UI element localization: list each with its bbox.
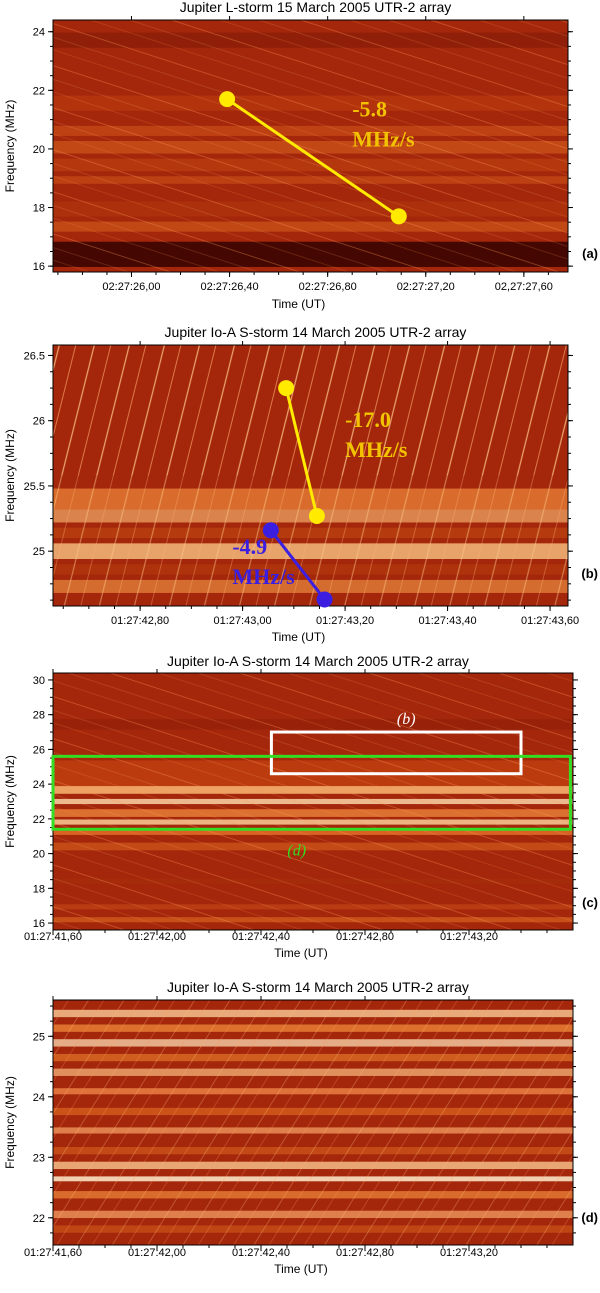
chart-panel-3: Jupiter Io-A S-storm 14 March 2005 UTR-2… (3, 653, 598, 960)
x-axis-label: Time (UT) (274, 1262, 328, 1276)
x-tick-label: 01:27:43,60 (521, 615, 579, 627)
chart-title: Jupiter Io-A S-storm 14 March 2005 UTR-2… (167, 653, 469, 669)
drift-line-yellow (284, 387, 319, 517)
heatmap-area (53, 673, 573, 930)
chart-title: Jupiter L-storm 15 March 2005 UTR-2 arra… (180, 0, 452, 15)
panel-tag: (a) (582, 246, 598, 261)
y-tick-label: 18 (33, 203, 45, 215)
y-tick-label: 26 (33, 416, 45, 428)
x-tick-label: 01:27:43,20 (316, 615, 374, 627)
y-axis-label: Frequency (MHz) (3, 429, 17, 522)
panel-tag: (b) (581, 566, 598, 581)
x-tick-label: 02:27:26,40 (201, 281, 259, 293)
panel-tag: (c) (582, 895, 598, 910)
chart-panel-4: Jupiter Io-A S-storm 14 March 2005 UTR-2… (3, 979, 598, 1276)
y-tick-label: 24 (33, 27, 45, 39)
y-tick-label: 30 (33, 675, 45, 687)
x-tick-label: 01:27:43,20 (440, 1247, 498, 1259)
y-tick-label: 16 (33, 918, 45, 930)
y-tick-label: 22 (33, 85, 45, 97)
plot-frame (52, 19, 569, 273)
y-tick-label: 20 (33, 144, 45, 156)
y-tick-label: 22 (33, 814, 45, 826)
x-tick-label: 01:27:43,40 (419, 615, 477, 627)
chart-title: Jupiter Io-A S-storm 14 March 2005 UTR-2… (167, 979, 469, 995)
x-tick-label: 01:27:42,00 (128, 1247, 186, 1259)
heatmap-stria-texture (53, 673, 573, 930)
y-tick-label: 24 (33, 1092, 45, 1104)
x-tick-label: 01:27:42,40 (232, 931, 290, 943)
x-tick-label: 02:27:27,20 (397, 281, 455, 293)
drift-rate-text: -5.8 (352, 97, 387, 122)
drift-point-end (390, 208, 407, 225)
y-tick-label: 25.5 (24, 481, 45, 493)
drift-rate-text: MHz/s (232, 564, 295, 589)
chart-title: Jupiter Io-A S-storm 14 March 2005 UTR-2… (165, 324, 467, 340)
heatmap-area (53, 20, 568, 272)
x-tick-label: 02:27:26,00 (102, 281, 160, 293)
y-tick-label: 23 (33, 1152, 45, 1164)
x-tick-label: 01:27:42,80 (336, 931, 394, 943)
y-tick-label: 28 (33, 710, 45, 722)
y-axis-label: Frequency (MHz) (3, 1076, 17, 1169)
heatmap-area (53, 1000, 573, 1245)
panel-tag: (d) (581, 1210, 598, 1225)
y-tick-label: 20 (33, 849, 45, 861)
y-tick-label: 26 (33, 744, 45, 756)
drift-point-end (308, 507, 325, 524)
x-tick-label: 01:27:41,60 (24, 931, 82, 943)
x-tick-label: 01:27:42,80 (336, 1247, 394, 1259)
plot-frame (52, 344, 569, 607)
drift-point-start (278, 380, 295, 397)
y-tick-label: 24 (33, 779, 45, 791)
y-tick-label: 25 (33, 546, 45, 558)
region-box-1 (51, 754, 572, 831)
x-tick-label: 02:27:26,80 (299, 281, 357, 293)
x-tick-label: 01:27:42,40 (232, 1247, 290, 1259)
drift-rate-text: -17.0 (345, 407, 391, 432)
heatmap-stria-texture (53, 1000, 573, 1245)
x-axis-label: Time (UT) (272, 630, 326, 644)
heatmap-area (53, 345, 568, 606)
x-axis-label: Time (UT) (274, 946, 328, 960)
region-box-label: (b) (397, 711, 416, 728)
region-box-label: (d) (287, 842, 306, 859)
y-axis-label: Frequency (MHz) (3, 100, 17, 193)
drift-point-end (316, 591, 333, 608)
chart-panel-1: Jupiter L-storm 15 March 2005 UTR-2 arra… (3, 0, 598, 311)
x-tick-label: 02,27:27,60 (495, 281, 553, 293)
x-tick-label: 01:27:42,00 (128, 931, 186, 943)
y-axis-label: Frequency (MHz) (3, 755, 17, 848)
drift-line-yellow (226, 97, 400, 218)
heatmap-stria-texture (53, 20, 568, 272)
chart-panel-2: Jupiter Io-A S-storm 14 March 2005 UTR-2… (3, 324, 598, 644)
y-tick-label: 25 (33, 1031, 45, 1043)
y-tick-label: 16 (33, 261, 45, 273)
drift-line-blue (269, 529, 326, 601)
drift-rate-text: -4.9 (232, 534, 267, 559)
y-tick-label: 18 (33, 883, 45, 895)
drift-rate-text: MHz/s (352, 127, 415, 152)
drift-point-start (219, 91, 236, 108)
x-tick-label: 01:27:43,20 (440, 931, 498, 943)
y-tick-label: 26.5 (24, 350, 45, 362)
drift-point-start (262, 522, 279, 539)
region-box-0 (269, 730, 523, 776)
x-tick-label: 01:27:41,60 (24, 1247, 82, 1259)
drift-rate-text: MHz/s (345, 437, 408, 462)
y-tick-label: 22 (33, 1213, 45, 1225)
x-tick-label: 01:27:42,80 (111, 615, 169, 627)
heatmap-stria-texture (53, 345, 568, 476)
x-tick-label: 01:27:43,00 (214, 615, 272, 627)
x-axis-label: Time (UT) (272, 297, 326, 311)
